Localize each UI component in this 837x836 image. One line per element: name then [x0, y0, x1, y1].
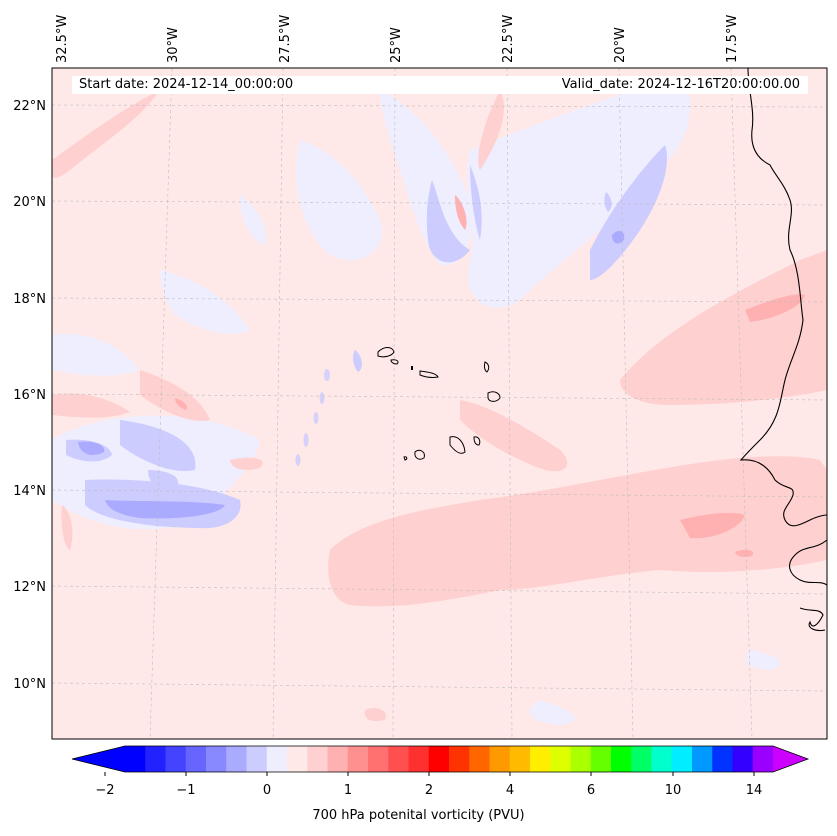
lon-label-27-5w: 27.5°W — [278, 15, 293, 63]
pv-streaks — [295, 369, 330, 466]
colorbar-segment — [368, 746, 389, 772]
colorbar-segment — [246, 746, 268, 772]
colorbar-segment — [550, 746, 571, 772]
cb-tick-neg1: −1 — [176, 783, 195, 798]
guinea-coastline — [789, 539, 828, 632]
colorbar-segment — [327, 746, 349, 772]
map-frame — [51, 67, 828, 740]
sal-island — [411, 366, 413, 370]
cb-tick-6: 6 — [587, 783, 595, 798]
colorbar-segment — [185, 746, 207, 772]
cb-tick-0: 0 — [263, 783, 271, 798]
cb-tick-10: 10 — [665, 783, 682, 798]
colorbar-segment — [226, 746, 247, 772]
date-header: Start date: 2024-12-14_00:00:00 Valid_da… — [72, 76, 808, 94]
colorbar-segment — [712, 746, 733, 772]
colorbar-segment — [347, 746, 369, 772]
start-date: Start date: 2024-12-14_00:00:00 — [79, 77, 294, 92]
colorbar-segment — [590, 746, 612, 772]
lon-label-20w: 20°W — [613, 27, 628, 63]
colorbar-segment — [509, 746, 531, 772]
colorbar-segment — [145, 746, 166, 772]
colorbar-segment — [165, 746, 187, 772]
colorbar-segment — [266, 746, 288, 772]
colorbar-segment — [287, 746, 308, 772]
colorbar-label: 700 hPa potenital vorticity (PVU) — [312, 808, 525, 823]
cape-verde-islands — [377, 347, 501, 461]
colorbar-outline — [71, 745, 810, 773]
lat-label-16n: 16°N — [13, 388, 46, 403]
colorbar-segment — [388, 746, 409, 772]
colorbar-segment — [489, 746, 511, 772]
africa-coastline — [739, 67, 828, 527]
lat-label-20n: 20°N — [13, 195, 46, 210]
latitude-labels: 22°N 20°N 18°N 16°N 14°N 12°N 10°N — [13, 99, 46, 692]
valid-date: Valid_date: 2024-12-16T20:00:00.00 — [561, 77, 800, 92]
colorbar-segment — [125, 746, 146, 772]
colorbar-segment — [692, 746, 713, 772]
colorbar-segment — [428, 746, 450, 772]
colorbar-min-arrow — [72, 746, 125, 772]
lon-label-25w: 25°W — [389, 27, 404, 63]
lon-label-22-5w: 22.5°W — [501, 15, 516, 63]
colorbar-segment — [732, 746, 754, 772]
lat-label-10n: 10°N — [13, 677, 46, 692]
colorbar-ticks: −2 −1 0 1 2 4 6 10 14 — [95, 783, 762, 798]
pv-positive-light-patches — [52, 90, 827, 722]
colorbar-segment — [611, 746, 632, 772]
cb-tick-14: 14 — [746, 783, 763, 798]
colorbar — [71, 745, 810, 776]
graticule — [51, 67, 828, 740]
colorbar-segment — [408, 746, 430, 772]
lat-label-12n: 12°N — [13, 580, 46, 595]
colorbar-segment — [631, 746, 652, 772]
cb-tick-4: 4 — [506, 783, 514, 798]
lon-label-32-5w: 32.5°W — [55, 15, 70, 63]
colorbar-segment — [307, 746, 328, 772]
colorbar-segment — [530, 746, 551, 772]
colorbar-segment — [449, 746, 470, 772]
colorbar-segment — [206, 746, 227, 772]
colorbar-segment — [570, 746, 592, 772]
lat-label-18n: 18°N — [13, 292, 46, 307]
pv-negative-dark-patches — [78, 230, 625, 519]
lon-label-30w: 30°W — [166, 27, 181, 63]
colorbar-segment — [752, 746, 774, 772]
cb-tick-2: 2 — [425, 783, 433, 798]
colorbar-segment — [651, 746, 673, 772]
lon-label-17-5w: 17.5°W — [725, 15, 740, 63]
longitude-labels: 32.5°W 30°W 27.5°W 25°W 22.5°W 20°W 17.5… — [55, 15, 740, 63]
cb-tick-1: 1 — [344, 783, 352, 798]
pv-positive-medium-patches — [175, 195, 805, 557]
lat-label-22n: 22°N — [13, 99, 46, 114]
colorbar-segment — [671, 746, 693, 772]
colorbar-segment — [469, 746, 490, 772]
colorbar-max-arrow — [773, 746, 808, 772]
lat-label-14n: 14°N — [13, 484, 46, 499]
cb-tick-neg2: −2 — [95, 783, 114, 798]
